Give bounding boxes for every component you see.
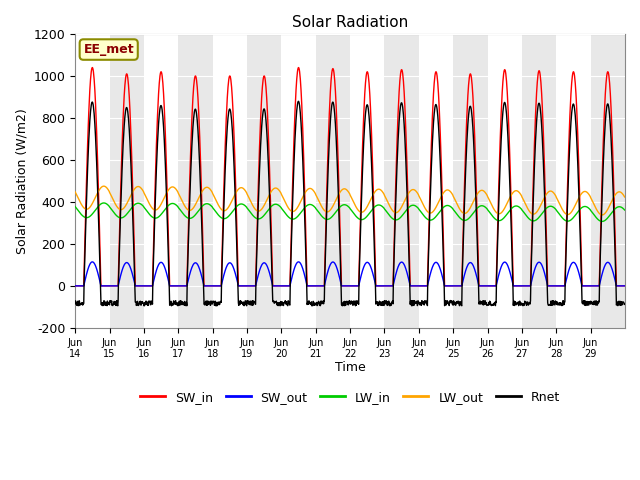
Bar — [488, 34, 522, 328]
Bar — [453, 34, 488, 328]
Bar — [247, 34, 282, 328]
Bar — [75, 34, 109, 328]
Bar — [556, 34, 591, 328]
X-axis label: Time: Time — [335, 360, 365, 373]
Legend: SW_in, SW_out, LW_in, LW_out, Rnet: SW_in, SW_out, LW_in, LW_out, Rnet — [135, 385, 565, 408]
Bar — [419, 34, 453, 328]
Bar — [625, 34, 640, 328]
Bar — [350, 34, 385, 328]
Bar — [522, 34, 556, 328]
Bar — [179, 34, 212, 328]
Title: Solar Radiation: Solar Radiation — [292, 15, 408, 30]
Bar — [212, 34, 247, 328]
Bar — [385, 34, 419, 328]
Bar — [109, 34, 144, 328]
Text: EE_met: EE_met — [83, 43, 134, 56]
Bar — [282, 34, 316, 328]
Bar — [144, 34, 179, 328]
Bar — [316, 34, 350, 328]
Y-axis label: Solar Radiation (W/m2): Solar Radiation (W/m2) — [15, 108, 28, 254]
Bar — [591, 34, 625, 328]
